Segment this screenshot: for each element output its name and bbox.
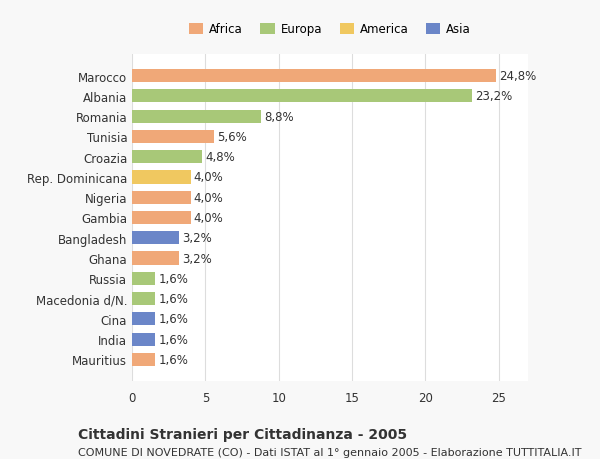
- Text: COMUNE DI NOVEDRATE (CO) - Dati ISTAT al 1° gennaio 2005 - Elaborazione TUTTITAL: COMUNE DI NOVEDRATE (CO) - Dati ISTAT al…: [78, 448, 581, 458]
- Text: 4,0%: 4,0%: [194, 191, 223, 204]
- Bar: [132, 110, 261, 123]
- Bar: [132, 90, 472, 103]
- Text: 1,6%: 1,6%: [158, 353, 188, 366]
- Text: 1,6%: 1,6%: [158, 292, 188, 305]
- Bar: [132, 151, 202, 164]
- Text: 4,0%: 4,0%: [194, 171, 223, 184]
- Bar: [132, 232, 179, 245]
- Bar: [132, 313, 155, 326]
- Text: 3,2%: 3,2%: [182, 232, 212, 245]
- Text: 23,2%: 23,2%: [475, 90, 512, 103]
- Text: 1,6%: 1,6%: [158, 333, 188, 346]
- Text: 4,8%: 4,8%: [205, 151, 235, 164]
- Text: 4,0%: 4,0%: [194, 212, 223, 224]
- Bar: [132, 171, 191, 184]
- Bar: [132, 333, 155, 346]
- Bar: [132, 353, 155, 366]
- Text: 8,8%: 8,8%: [264, 111, 293, 123]
- Text: 3,2%: 3,2%: [182, 252, 212, 265]
- Bar: [132, 252, 179, 265]
- Bar: [132, 212, 191, 224]
- Text: 24,8%: 24,8%: [499, 70, 536, 83]
- Text: 5,6%: 5,6%: [217, 131, 247, 144]
- Text: Cittadini Stranieri per Cittadinanza - 2005: Cittadini Stranieri per Cittadinanza - 2…: [78, 427, 407, 441]
- Legend: Africa, Europa, America, Asia: Africa, Europa, America, Asia: [184, 19, 476, 41]
- Bar: [132, 272, 155, 285]
- Bar: [132, 191, 191, 204]
- Bar: [132, 70, 496, 83]
- Bar: [132, 130, 214, 144]
- Text: 1,6%: 1,6%: [158, 272, 188, 285]
- Bar: [132, 292, 155, 306]
- Text: 1,6%: 1,6%: [158, 313, 188, 325]
